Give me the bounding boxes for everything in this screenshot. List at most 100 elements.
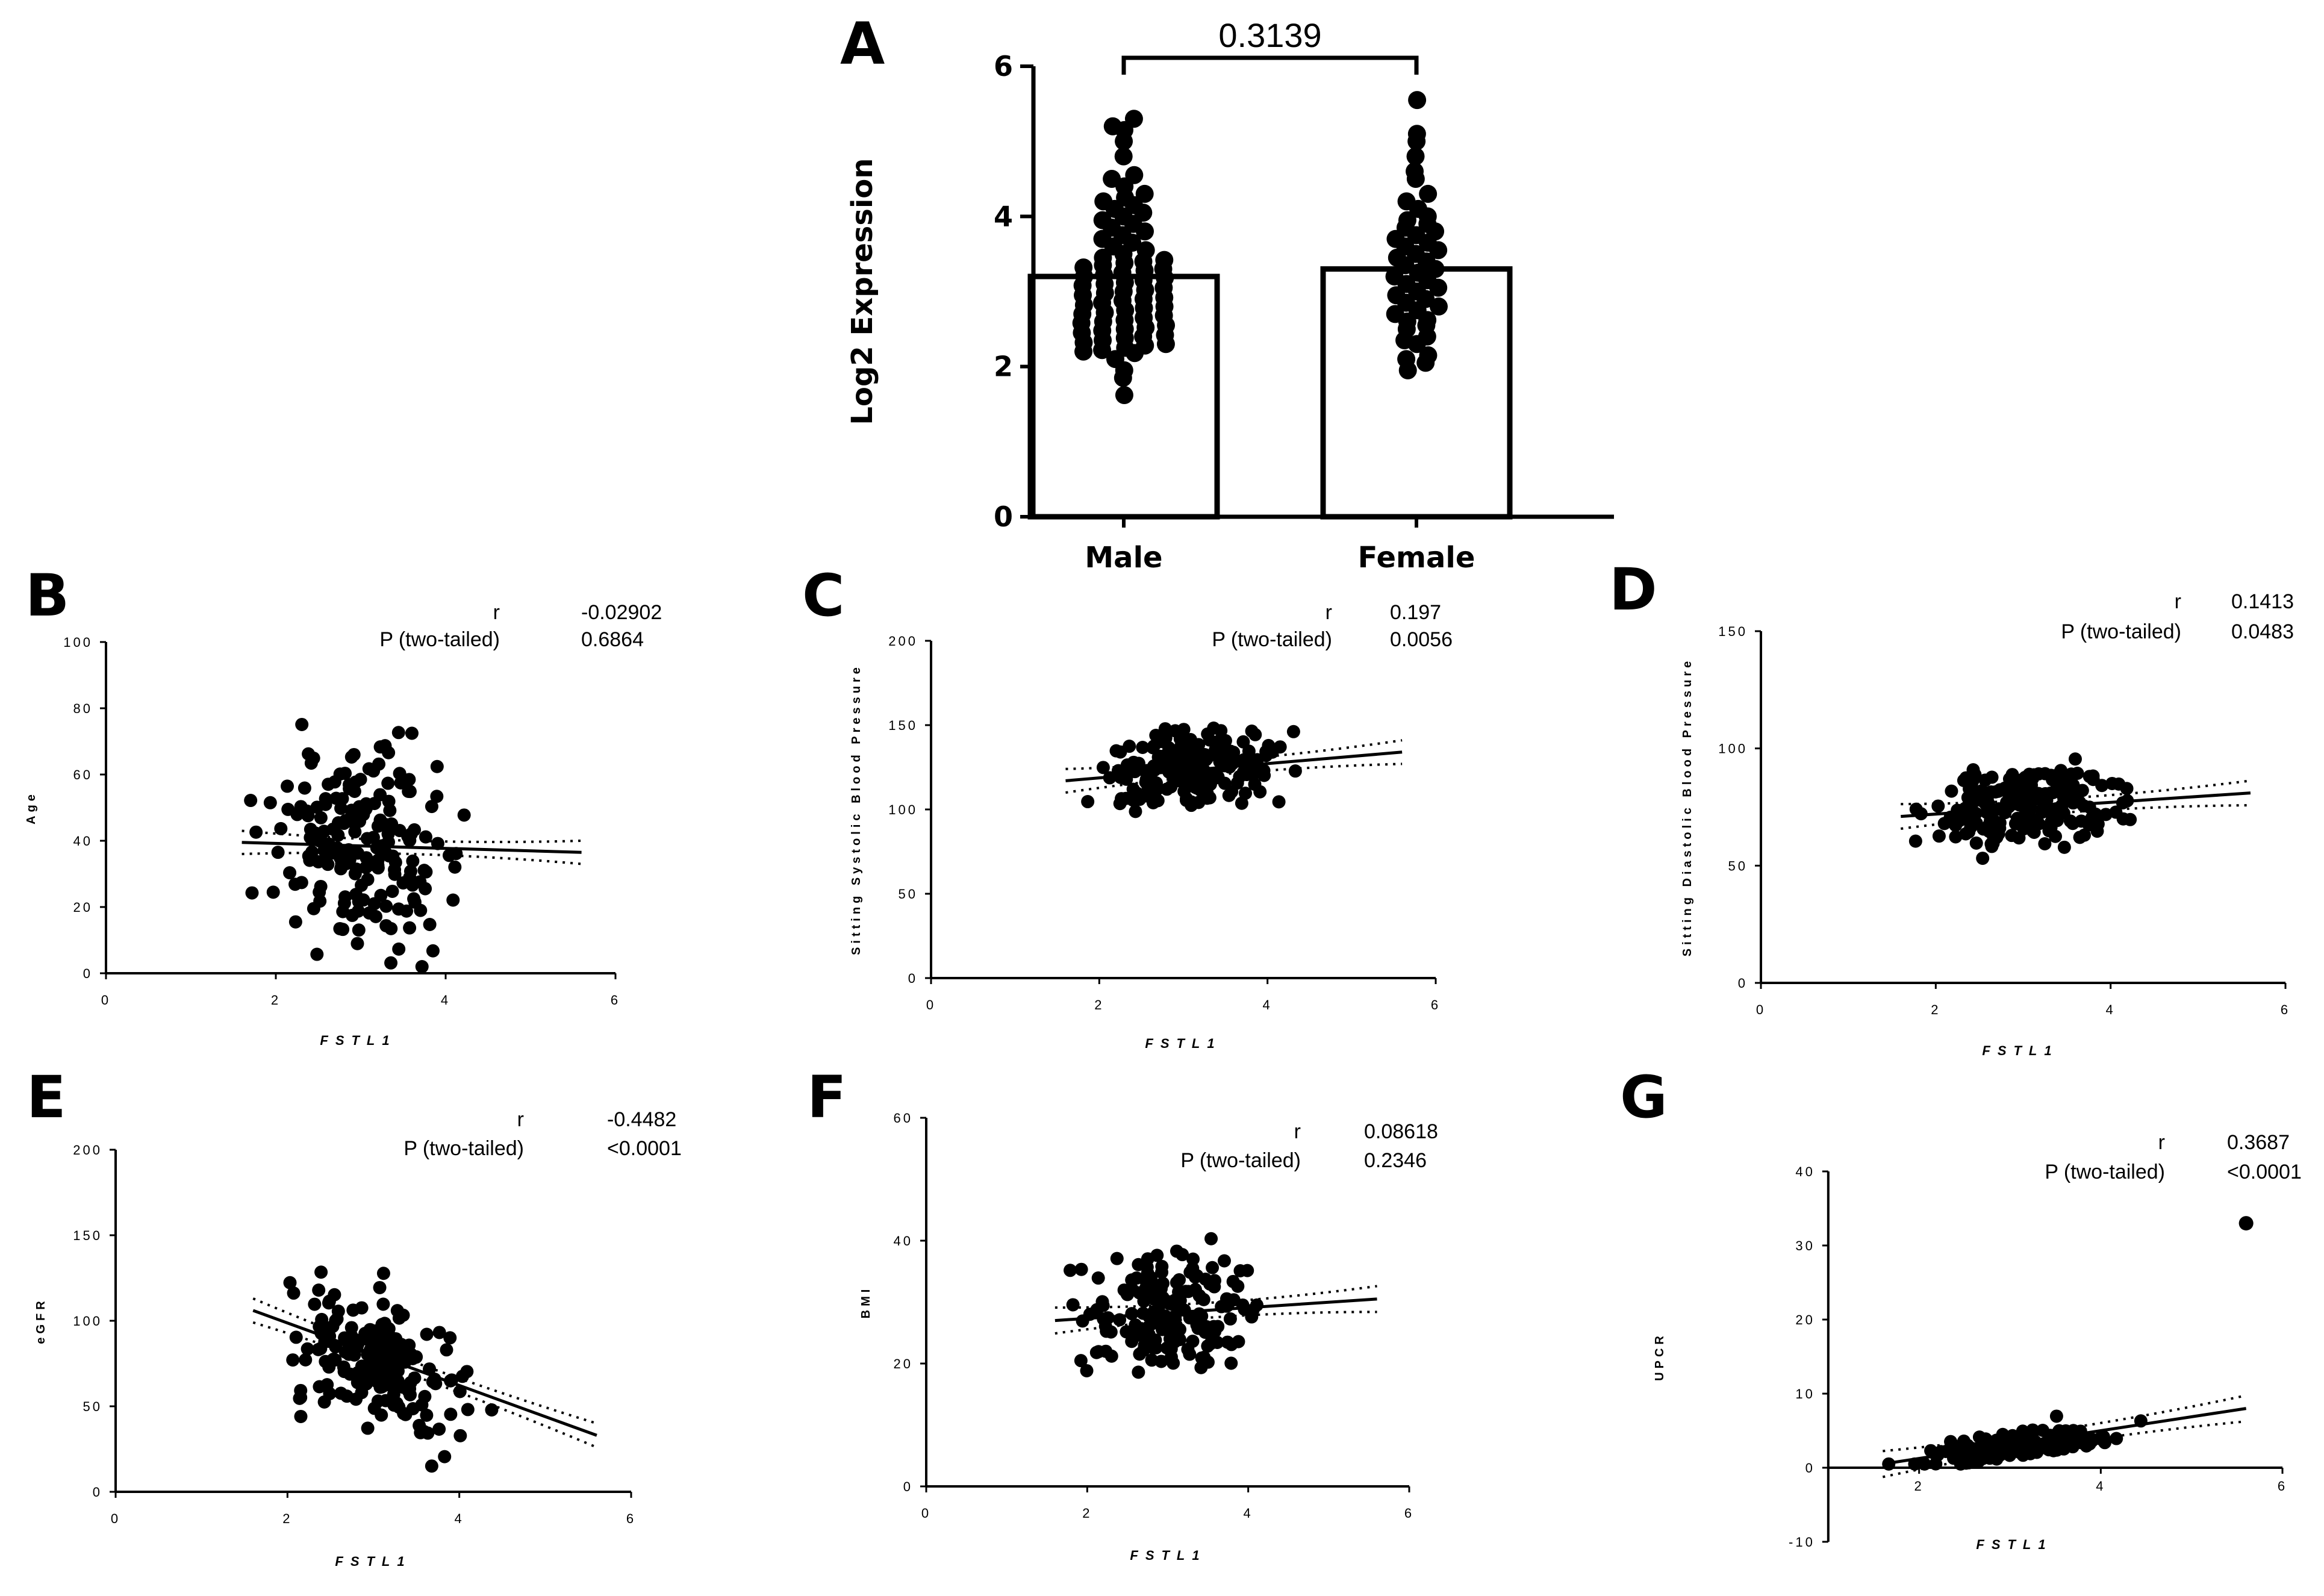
scatter-point (408, 823, 422, 837)
scatter-point (1074, 1354, 1088, 1368)
scatter-point (1190, 781, 1204, 795)
scatter-point (1177, 784, 1191, 798)
panel-f: F 0 20 40 60 0 2 4 6 FSTL1 BMI r 0.08618 P (two-taile… (807, 1064, 1438, 1563)
scatter-point (1173, 732, 1187, 746)
scatter-point (271, 846, 285, 859)
scatter-point (383, 1330, 397, 1344)
y-axis-label: Age (25, 791, 38, 824)
scatter-point (1176, 1248, 1189, 1262)
scatter-point (1132, 1258, 1145, 1271)
scatter-point (1136, 1344, 1150, 1358)
scatter-point (1201, 1339, 1215, 1353)
x-tick-label: 6 (1431, 997, 1441, 1012)
p-label: P (two-tailed) (379, 628, 500, 651)
p-label: P (two-tailed) (1180, 1149, 1301, 1172)
scatter-point (1975, 784, 1989, 797)
scatter-point (263, 796, 277, 809)
y-axis-label: UPCR (1653, 1332, 1666, 1381)
scatter-point (1164, 1350, 1178, 1364)
scatter-point (1168, 1335, 1182, 1349)
scatter-point (314, 1342, 328, 1356)
scatter-point (1144, 1271, 1158, 1285)
y-tick-label: 150 (888, 718, 918, 733)
scatter-point (2120, 782, 2134, 796)
scatter-point (444, 1407, 458, 1421)
scatter-point (2066, 817, 2079, 831)
r-value: 0.08618 (1364, 1120, 1438, 1143)
scatter-point (1242, 744, 1256, 758)
confidence-band (1065, 739, 1403, 770)
scatter-point (2046, 1429, 2060, 1442)
a-y-tick-label: 6 (994, 50, 1013, 83)
scatter-point (382, 746, 396, 759)
scatter-point (1138, 1291, 1152, 1305)
y-tick-label: 40 (1795, 1164, 1815, 1179)
confidence-band (241, 851, 582, 865)
scatter-point (1248, 728, 1262, 741)
r-value: -0.02902 (581, 601, 662, 624)
x-tick-label: 0 (1756, 1002, 1766, 1017)
p-value: 0.0056 (1390, 628, 1453, 651)
scatter-point (334, 862, 347, 876)
scatter-point (1125, 1273, 1139, 1287)
scatter-point (376, 1297, 390, 1311)
scatter-point (352, 894, 366, 908)
scatter-point (392, 1311, 406, 1325)
y-tick-label: 20 (73, 900, 93, 915)
scatter-point (1160, 782, 1174, 796)
scatter-point (289, 1330, 303, 1344)
scatter-point (352, 923, 366, 937)
scatter-point (391, 1374, 405, 1388)
scatter-point (2025, 778, 2039, 792)
scatter-point (440, 1343, 453, 1357)
scatter-point (410, 1350, 423, 1364)
x-tick-label: 6 (1404, 1506, 1414, 1521)
scatter-point (388, 867, 402, 881)
panel-e: E 0 50 100 150 200 0 2 4 6 FSTL1 eGFR r -0.4482 P (two… (26, 1064, 682, 1569)
x-axis-label: FSTL1 (1130, 1548, 1206, 1563)
regression-line (1065, 750, 1403, 782)
y-tick-label: 20 (894, 1356, 913, 1371)
scatter-point (2086, 769, 2100, 783)
scatter-point (1211, 1320, 1225, 1333)
confidence-band (1901, 804, 2251, 830)
scatter-point (294, 1409, 308, 1423)
a-point (1397, 192, 1416, 211)
scatter-point (329, 791, 343, 805)
scatter-point (1183, 750, 1197, 764)
scatter-point (1215, 744, 1229, 758)
scatter-point (461, 1403, 475, 1417)
scatter-point (453, 1429, 467, 1442)
scatter-point (307, 751, 320, 765)
scatter-point (348, 825, 362, 839)
panel-g: G -10 0 10 20 30 40 2 4 6 FSTL1 UPCR r 0.3687 P (two-t… (1620, 1064, 2302, 1552)
scatter-point (313, 1380, 326, 1394)
a-y-tick-label: 4 (994, 200, 1013, 232)
scatter-point (1183, 1347, 1197, 1361)
scatter-point (2085, 1434, 2099, 1448)
scatter-point (1937, 817, 1951, 831)
scatter-point (2057, 840, 2071, 854)
scatter-point (1259, 745, 1273, 759)
scatter-point (299, 1353, 313, 1367)
scatter-point (1200, 1320, 1213, 1333)
scatter-point (1183, 734, 1197, 747)
x-tick-label: 4 (2096, 1479, 2105, 1494)
scatter-point (420, 1327, 434, 1341)
scatter-point (1140, 1330, 1154, 1344)
scatter-point (298, 781, 311, 795)
scatter-point (355, 1377, 369, 1391)
scatter-point (361, 1421, 375, 1435)
scatter-point (1104, 1325, 1118, 1339)
scatter-point (2004, 776, 2018, 790)
scatter-point (1949, 830, 1963, 844)
scatter-point (1963, 782, 1977, 796)
p-value: 0.2346 (1364, 1149, 1427, 1172)
scatter-point (1132, 1365, 1145, 1379)
scatter-point (2008, 789, 2022, 803)
scatter-point (295, 717, 309, 731)
scatter-point (1136, 740, 1150, 754)
p-label: P (two-tailed) (403, 1137, 524, 1160)
scatter-point (384, 956, 398, 970)
scatter-point (1222, 788, 1236, 802)
